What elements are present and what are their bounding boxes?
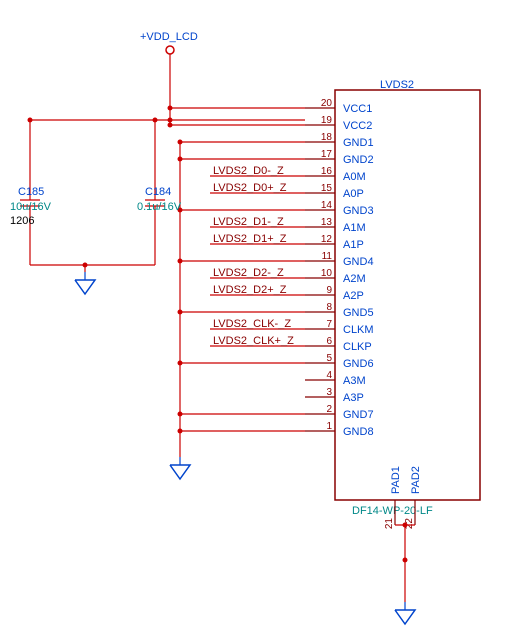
pin-number: 11 [322, 251, 333, 262]
junction [168, 106, 173, 111]
pin-name: VCC1 [343, 103, 372, 115]
pin-name: GND5 [343, 307, 374, 319]
cap-value: 10u/16V [10, 201, 52, 213]
pin-name: A3P [343, 392, 364, 404]
pin-name: A0P [343, 188, 364, 200]
pin-name: A1M [343, 222, 366, 234]
pin-number: 4 [326, 370, 332, 381]
pin-name: A3M [343, 375, 366, 387]
pin-number: 16 [321, 166, 333, 177]
pin-number: 8 [326, 302, 332, 313]
junction [153, 118, 158, 123]
net-label: LVDS2_D1+_Z [213, 233, 287, 245]
pin-name: GND1 [343, 137, 374, 149]
gnd-symbol [395, 610, 415, 624]
net-label: LVDS2_CLK+_Z [213, 335, 294, 347]
cap-package: 1206 [10, 215, 34, 227]
net-label: LVDS2_D2+_Z [213, 284, 287, 296]
net-label: LVDS2_D2-_Z [213, 267, 284, 279]
pad-name: PAD2 [410, 466, 422, 494]
pin-name: GND8 [343, 426, 374, 438]
pin-name: A0M [343, 171, 366, 183]
pin-name: CLKP [343, 341, 372, 353]
connector-part: DF14-WP-20-LF [352, 505, 433, 517]
pin-number: 5 [326, 353, 332, 364]
net-label: LVDS2_D0-_Z [213, 165, 284, 177]
pin-number: 10 [321, 268, 333, 279]
pin-name: VCC2 [343, 120, 372, 132]
connector-ref: LVDS2 [380, 79, 414, 91]
junction [83, 263, 88, 268]
cap-value: 0.1u/16V [137, 201, 182, 213]
pin-number: 6 [326, 336, 332, 347]
pin-number: 19 [321, 115, 333, 126]
pin-name: A1P [343, 239, 364, 251]
junction [28, 118, 33, 123]
gnd-symbol [75, 280, 95, 294]
pin-number: 20 [321, 98, 333, 109]
pin-number: 18 [321, 132, 333, 143]
cap-ref: C185 [18, 186, 44, 198]
pin-number: 17 [321, 149, 333, 160]
pin-number: 14 [321, 200, 333, 211]
pin-name: A2M [343, 273, 366, 285]
pin-number: 13 [321, 217, 333, 228]
pin-name: GND2 [343, 154, 374, 166]
pin-name: CLKM [343, 324, 374, 336]
pin-number: 1 [326, 421, 332, 432]
gnd-symbol [170, 465, 190, 479]
pin-number: 2 [326, 404, 332, 415]
pin-number: 7 [326, 319, 332, 330]
net-label: LVDS2_D1-_Z [213, 216, 284, 228]
net-label: LVDS2_D0+_Z [213, 182, 287, 194]
junction [403, 558, 408, 563]
pad-name: PAD1 [390, 466, 402, 494]
pin-number: 12 [321, 234, 333, 245]
pin-name: GND7 [343, 409, 374, 421]
power-label: +VDD_LCD [140, 31, 198, 43]
net-label: LVDS2_CLK-_Z [213, 318, 291, 330]
junction [403, 523, 408, 528]
junction [168, 118, 173, 123]
power-port [166, 46, 174, 54]
pin-name: GND3 [343, 205, 374, 217]
pin-number: 15 [321, 183, 333, 194]
pin-name: GND4 [343, 256, 374, 268]
pad-number: 21 [384, 518, 395, 530]
pin-number: 9 [326, 285, 332, 296]
pin-name: A2P [343, 290, 364, 302]
pin-number: 3 [326, 387, 332, 398]
pin-name: GND6 [343, 358, 374, 370]
cap-ref: C184 [145, 186, 171, 198]
